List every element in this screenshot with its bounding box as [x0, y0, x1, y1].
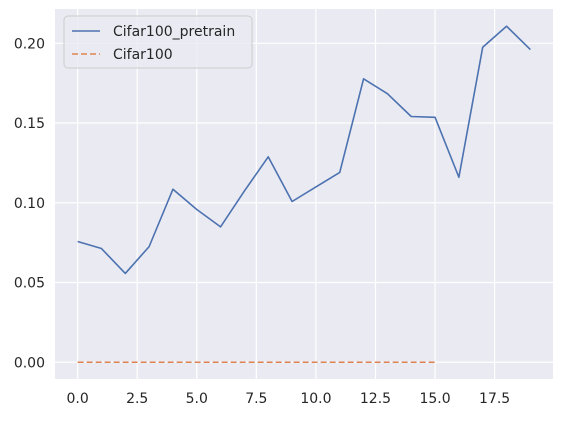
y-tick-label: 0.15 — [14, 116, 45, 132]
legend-label-cifar100: Cifar100 — [113, 47, 173, 63]
x-tick-label: 0.0 — [67, 391, 89, 407]
y-tick-label: 0.05 — [14, 276, 45, 292]
x-tick-label: 10.0 — [300, 391, 331, 407]
x-tick-label: 17.5 — [479, 391, 510, 407]
x-tick-label: 5.0 — [186, 391, 208, 407]
y-tick-label: 0.20 — [14, 36, 45, 52]
x-tick-label: 2.5 — [126, 391, 148, 407]
legend: Cifar100_pretrain Cifar100 — [64, 16, 252, 68]
y-tick-label: 0.00 — [14, 355, 45, 371]
legend-label-cifar100-pretrain: Cifar100_pretrain — [113, 24, 235, 40]
x-tick-label: 7.5 — [245, 391, 267, 407]
x-tick-label: 12.5 — [360, 391, 391, 407]
y-tick-label: 0.10 — [14, 196, 45, 212]
x-tick-label: 15.0 — [419, 391, 450, 407]
